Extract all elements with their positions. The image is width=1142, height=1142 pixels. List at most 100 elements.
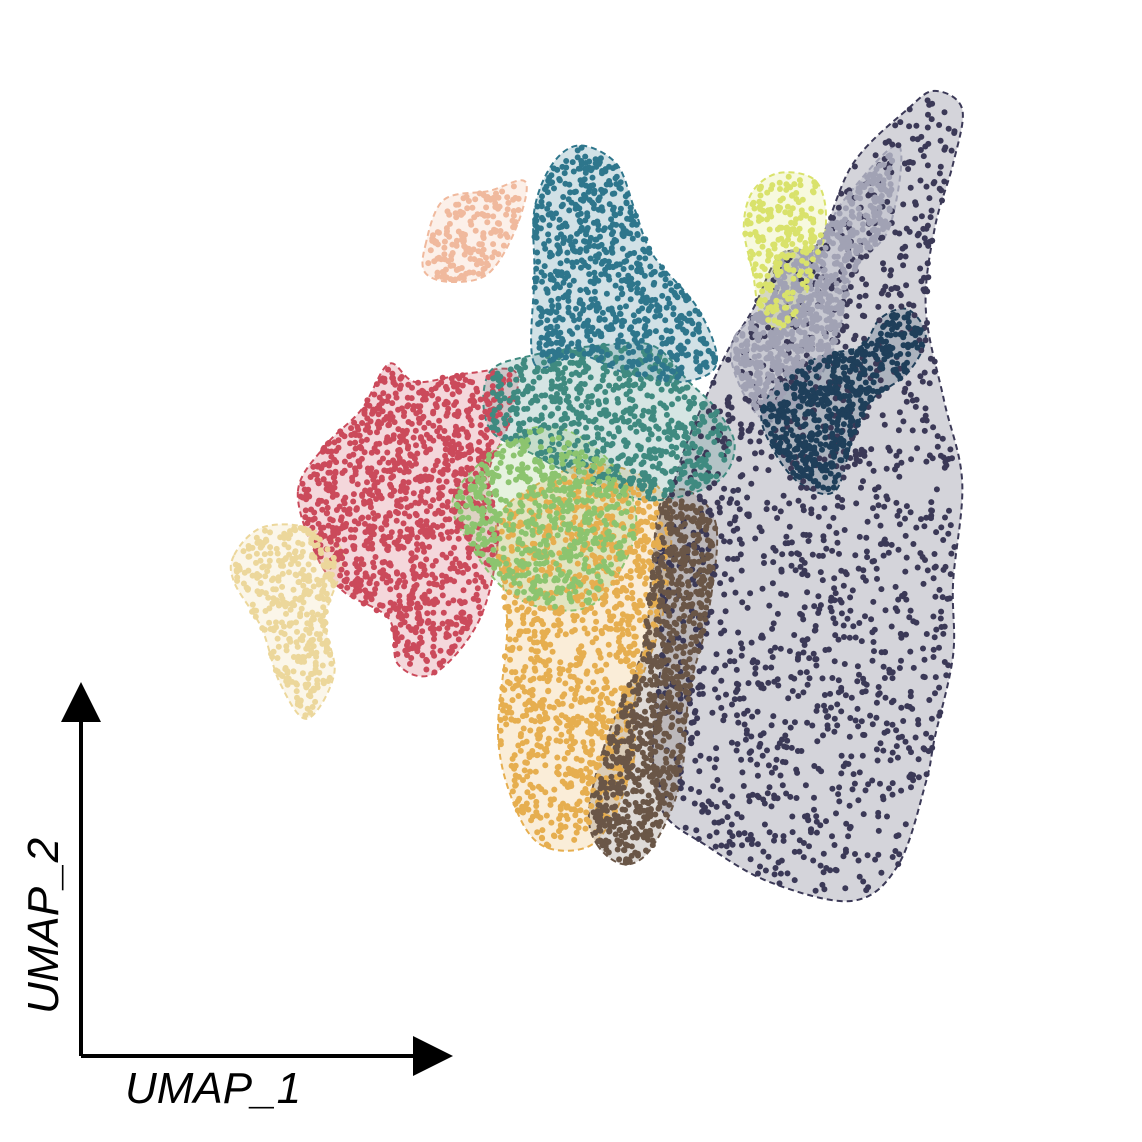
data-point bbox=[741, 830, 748, 837]
data-point bbox=[444, 399, 451, 406]
data-point bbox=[838, 770, 845, 777]
data-point bbox=[448, 528, 455, 535]
data-point bbox=[485, 401, 492, 408]
data-point bbox=[800, 649, 807, 656]
data-point bbox=[920, 153, 927, 160]
data-point bbox=[693, 827, 700, 834]
data-point bbox=[372, 554, 379, 560]
data-point bbox=[392, 642, 399, 649]
data-point bbox=[645, 558, 652, 565]
data-point bbox=[730, 487, 737, 494]
data-point bbox=[876, 317, 883, 324]
data-point bbox=[625, 720, 632, 727]
data-point bbox=[861, 679, 867, 686]
data-point bbox=[684, 546, 691, 553]
data-point bbox=[423, 556, 430, 563]
data-point bbox=[920, 580, 927, 587]
data-point bbox=[923, 730, 930, 737]
data-point bbox=[766, 602, 773, 609]
data-point bbox=[389, 375, 396, 381]
data-point bbox=[760, 848, 767, 855]
data-point bbox=[886, 785, 892, 792]
data-point bbox=[587, 727, 594, 734]
data-point bbox=[838, 190, 845, 197]
data-point bbox=[655, 663, 661, 670]
data-point bbox=[873, 699, 880, 706]
data-point bbox=[815, 610, 822, 616]
data-point bbox=[743, 374, 750, 381]
data-point bbox=[662, 500, 669, 507]
data-point bbox=[789, 688, 796, 694]
data-point bbox=[648, 663, 654, 670]
data-point bbox=[694, 537, 701, 544]
data-point bbox=[826, 523, 833, 530]
data-point bbox=[679, 717, 686, 724]
data-point bbox=[810, 650, 817, 657]
data-point bbox=[327, 469, 334, 476]
data-point bbox=[894, 608, 901, 614]
data-point bbox=[630, 788, 637, 795]
data-point bbox=[860, 878, 867, 885]
data-point bbox=[695, 531, 701, 538]
data-point bbox=[856, 293, 863, 300]
data-point bbox=[937, 163, 944, 170]
data-point bbox=[471, 563, 478, 569]
data-point bbox=[819, 675, 826, 682]
data-point bbox=[703, 604, 710, 611]
data-point bbox=[755, 386, 762, 393]
data-point bbox=[404, 639, 411, 646]
data-point bbox=[503, 721, 510, 728]
data-point bbox=[387, 481, 394, 488]
data-point bbox=[675, 551, 682, 558]
data-point bbox=[873, 493, 880, 500]
data-point bbox=[895, 142, 902, 149]
data-point bbox=[356, 566, 363, 573]
data-point bbox=[659, 780, 666, 787]
data-point bbox=[393, 584, 400, 591]
data-point bbox=[708, 540, 715, 547]
data-point bbox=[896, 521, 903, 528]
data-point bbox=[439, 522, 446, 529]
data-point bbox=[733, 747, 740, 754]
data-point bbox=[884, 728, 891, 735]
data-point bbox=[783, 790, 790, 797]
data-point bbox=[921, 656, 928, 663]
data-point bbox=[849, 587, 856, 594]
data-point bbox=[446, 534, 453, 541]
data-point bbox=[577, 699, 584, 705]
data-point bbox=[577, 817, 583, 824]
data-point bbox=[878, 869, 885, 876]
data-point bbox=[363, 436, 370, 443]
data-point bbox=[869, 721, 876, 728]
data-point bbox=[748, 639, 755, 646]
data-point bbox=[544, 740, 551, 747]
data-point bbox=[809, 336, 816, 343]
data-point bbox=[682, 665, 689, 672]
data-point bbox=[717, 580, 724, 587]
data-point bbox=[673, 581, 680, 588]
data-point bbox=[407, 660, 413, 667]
data-point bbox=[515, 681, 521, 688]
data-point bbox=[711, 480, 718, 487]
data-point bbox=[791, 848, 798, 855]
data-point bbox=[821, 702, 827, 709]
data-point bbox=[756, 743, 763, 750]
data-point bbox=[821, 505, 828, 512]
data-point bbox=[859, 276, 866, 282]
data-point bbox=[926, 195, 933, 202]
data-point bbox=[578, 757, 585, 764]
data-point bbox=[921, 369, 928, 376]
data-point bbox=[889, 721, 896, 728]
data-point bbox=[836, 784, 843, 791]
data-point bbox=[834, 539, 841, 546]
data-point bbox=[862, 613, 868, 620]
data-point bbox=[779, 551, 786, 558]
data-point bbox=[412, 427, 419, 434]
data-point bbox=[898, 459, 905, 466]
data-point bbox=[436, 417, 443, 424]
data-point bbox=[685, 695, 692, 702]
data-point bbox=[715, 694, 722, 701]
data-point bbox=[877, 185, 884, 192]
data-point bbox=[838, 708, 845, 715]
data-point bbox=[880, 747, 887, 754]
